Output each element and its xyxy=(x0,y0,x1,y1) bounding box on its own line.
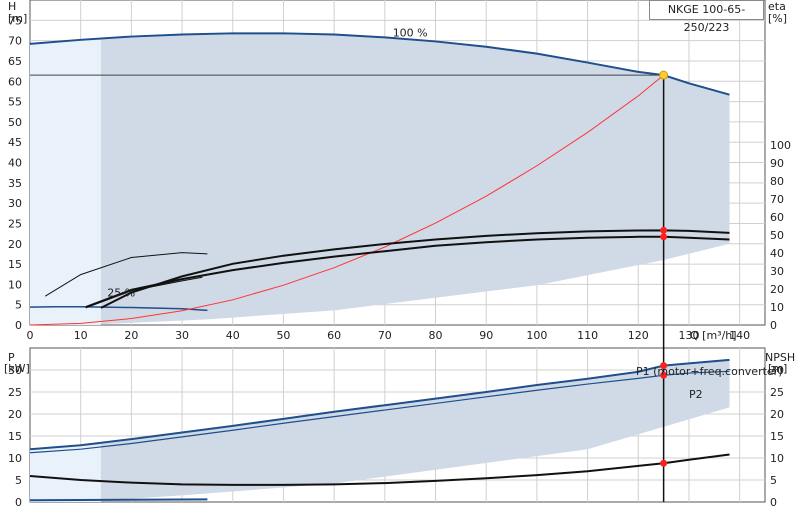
x-tick-label: 40 xyxy=(226,329,240,342)
power-low-flow-region xyxy=(30,444,101,502)
chart-title: NKGE 100-65-250/223 xyxy=(649,0,764,34)
eta-tick-label: 0 xyxy=(770,319,777,332)
efficiency-duty-marker xyxy=(660,226,668,234)
p-axis-unit: [kW] xyxy=(4,362,30,375)
h-axis-name: H xyxy=(8,0,16,13)
q-axis-label: Q [m³/h] xyxy=(690,329,737,342)
y-tick-label: 25 xyxy=(8,217,22,230)
curve-annotation: 25 % xyxy=(107,287,135,300)
y-tick-label: 70 xyxy=(8,35,22,48)
y-tick-label: 15 xyxy=(8,258,22,271)
npsh-axis-name: NPSH xyxy=(765,351,795,364)
power-tick-label: 30 xyxy=(8,364,22,377)
efficiency-eta-2 xyxy=(85,235,730,308)
y-tick-label: 5 xyxy=(15,299,22,312)
power-range-fill xyxy=(30,359,730,502)
head-curve-100 xyxy=(29,32,730,96)
power-curve-25 xyxy=(29,498,208,502)
power-tick-label: 5 xyxy=(15,474,22,487)
npsh-tick-label: 20 xyxy=(770,408,784,421)
npsh-curve xyxy=(29,453,730,486)
x-tick-label: 60 xyxy=(327,329,341,342)
eta-axis-name: eta xyxy=(768,0,786,13)
x-tick-label: 110 xyxy=(577,329,598,342)
npsh-tick-label: 10 xyxy=(770,452,784,465)
npsh-tick-label: 30 xyxy=(770,364,784,377)
efficiency-eta-1 xyxy=(100,229,730,309)
system-curve xyxy=(29,74,664,326)
eta-tick-label: 80 xyxy=(770,175,784,188)
npsh-tick-label: 5 xyxy=(770,474,777,487)
h-axis-unit: [m] xyxy=(8,12,27,25)
eta-tick-label: 90 xyxy=(770,157,784,170)
y-tick-label: 55 xyxy=(8,96,22,109)
efficiency-eta-4 xyxy=(85,276,203,309)
eta-tick-label: 20 xyxy=(770,283,784,296)
npsh-tick-label: 0 xyxy=(770,496,777,509)
operating-range-fill xyxy=(30,33,730,325)
duty-point-marker xyxy=(659,70,669,80)
eta-tick-label: 60 xyxy=(770,211,784,224)
curve-annotation: 100 % xyxy=(393,27,428,40)
x-tick-label: 80 xyxy=(429,329,443,342)
y-tick-label: 65 xyxy=(8,55,22,68)
npsh-axis-unit: [m] xyxy=(768,362,787,375)
low-flow-region xyxy=(30,39,101,325)
p-axis-name: P xyxy=(8,351,15,364)
x-tick-label: 70 xyxy=(378,329,392,342)
x-tick-label: 100 xyxy=(526,329,547,342)
x-tick-label: 10 xyxy=(74,329,88,342)
power-curve-p1 xyxy=(29,358,730,451)
legend-p2: P2 xyxy=(689,388,703,401)
x-tick-label: 0 xyxy=(27,329,34,342)
y-tick-label: 60 xyxy=(8,75,22,88)
y-tick-label: 30 xyxy=(8,197,22,210)
eta-tick-label: 50 xyxy=(770,229,784,242)
y-tick-label: 75 xyxy=(8,14,22,27)
npsh-tick-label: 15 xyxy=(770,430,784,443)
eta-tick-label: 40 xyxy=(770,247,784,260)
power-tick-label: 10 xyxy=(8,452,22,465)
y-tick-label: 45 xyxy=(8,136,22,149)
eta-tick-label: 10 xyxy=(770,301,784,314)
x-tick-label: 90 xyxy=(479,329,493,342)
x-tick-label: 20 xyxy=(124,329,138,342)
legend-p1: P1 (motor+freq.converter) xyxy=(636,365,783,378)
y-tick-label: 10 xyxy=(8,278,22,291)
x-tick-label: 130 xyxy=(678,329,699,342)
x-tick-label: 140 xyxy=(729,329,750,342)
y-tick-label: 0 xyxy=(15,319,22,332)
y-tick-label: 35 xyxy=(8,177,22,190)
y-tick-label: 20 xyxy=(8,238,22,251)
efficiency-duty-marker xyxy=(660,233,668,241)
head-curve-25 xyxy=(29,305,208,312)
power-duty-marker xyxy=(660,459,668,467)
eta-tick-label: 30 xyxy=(770,265,784,278)
power-curve-p2 xyxy=(29,370,730,454)
y-tick-label: 50 xyxy=(8,116,22,129)
efficiency-curve-low xyxy=(44,252,208,297)
power-tick-label: 0 xyxy=(15,496,22,509)
x-tick-label: 50 xyxy=(276,329,290,342)
y-tick-label: 40 xyxy=(8,157,22,170)
power-tick-label: 15 xyxy=(8,430,22,443)
x-tick-label: 120 xyxy=(628,329,649,342)
eta-tick-label: 100 xyxy=(770,139,791,152)
eta-axis-unit: [%] xyxy=(768,12,787,25)
power-duty-marker xyxy=(660,362,668,370)
power-tick-label: 25 xyxy=(8,386,22,399)
power-tick-label: 20 xyxy=(8,408,22,421)
eta-tick-label: 70 xyxy=(770,193,784,206)
power-duty-marker xyxy=(660,371,668,379)
npsh-tick-label: 25 xyxy=(770,386,784,399)
x-tick-label: 30 xyxy=(175,329,189,342)
